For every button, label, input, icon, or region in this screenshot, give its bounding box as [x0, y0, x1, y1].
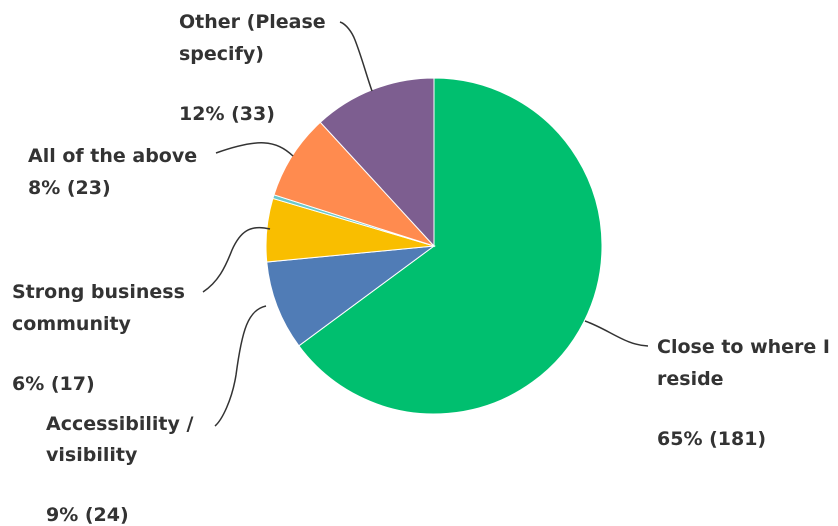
leader-line-strong-business-community [202, 226, 271, 293]
pie-slice-accessibility-visibility [266, 245, 436, 347]
leader-line-accessibility-visibility [214, 305, 267, 427]
slice-label-other-please-specify: Other (Please specify) 12% (33) [179, 11, 332, 125]
leader-line-all-of-the-above [215, 142, 294, 157]
leader-line-other [339, 21, 373, 92]
pie-slice-close-to-where-i-reside [298, 77, 603, 415]
leader-lines [202, 21, 649, 427]
slice-label-strong-business-community: Strong business community 6% (17) [12, 281, 192, 395]
leader-line-close-to-where-i-reside [584, 320, 649, 347]
pie-slices [265, 77, 603, 415]
slice-label-all-of-the-above: All of the above 8% (23) [28, 145, 204, 199]
pie-slice-other-please-specify [319, 77, 435, 248]
slice-label-close-to-where-i-reside: Close to where I reside 65% (181) [657, 336, 837, 450]
slice-label-accessibility-visibility: Accessibility / visibility 9% (24) [46, 413, 200, 526]
